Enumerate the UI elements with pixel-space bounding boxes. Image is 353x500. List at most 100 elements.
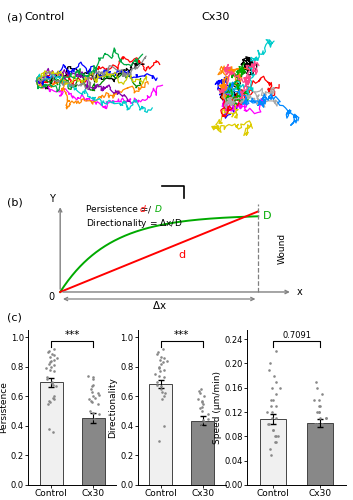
Y-axis label: Directionality: Directionality — [108, 377, 118, 438]
Text: Wound: Wound — [277, 232, 286, 264]
Text: (c): (c) — [7, 312, 22, 322]
Point — [268, 444, 273, 452]
Point — [52, 368, 57, 376]
Point — [44, 373, 50, 381]
Point — [199, 397, 205, 405]
Point — [200, 416, 206, 424]
Text: (b): (b) — [7, 198, 23, 207]
Point — [48, 352, 53, 360]
Point — [90, 446, 95, 454]
Point — [160, 358, 166, 366]
Point — [319, 444, 324, 452]
Point — [96, 391, 102, 399]
Bar — [260, 420, 286, 485]
Point — [202, 454, 207, 462]
Point — [200, 453, 206, 461]
Point — [51, 345, 56, 353]
Point — [158, 360, 163, 368]
Point — [51, 351, 57, 359]
Point — [315, 408, 320, 416]
Point — [269, 414, 274, 422]
Point — [91, 441, 97, 449]
Point — [315, 420, 320, 428]
Point — [155, 348, 161, 356]
Point — [202, 418, 207, 426]
Point — [199, 407, 205, 415]
Text: x: x — [297, 287, 303, 297]
Point — [55, 354, 60, 362]
Text: Directionality = $\Delta$x/D: Directionality = $\Delta$x/D — [86, 216, 183, 230]
Text: /: / — [148, 206, 151, 214]
Y-axis label: Speed (μm/min): Speed (μm/min) — [213, 371, 222, 444]
Point — [160, 388, 165, 396]
Point — [195, 396, 201, 404]
Point — [52, 362, 57, 370]
Text: 0: 0 — [48, 292, 55, 302]
Point — [198, 385, 204, 393]
Point — [95, 450, 101, 458]
Point — [312, 420, 317, 428]
Point — [314, 426, 319, 434]
Point — [49, 378, 55, 386]
Text: ***: *** — [174, 330, 190, 340]
Point — [268, 402, 274, 410]
Point — [317, 432, 323, 440]
Point — [96, 390, 101, 398]
Point — [91, 392, 96, 400]
Point — [264, 408, 270, 416]
Text: d: d — [140, 206, 145, 214]
Point — [197, 386, 202, 394]
Point — [160, 345, 166, 353]
Point — [49, 350, 55, 358]
Text: $\Delta$x: $\Delta$x — [152, 299, 167, 311]
Point — [53, 382, 59, 390]
Point — [199, 444, 204, 452]
Bar — [149, 384, 172, 485]
Point — [322, 426, 328, 434]
Point — [200, 400, 205, 408]
Point — [45, 400, 51, 408]
Text: (a): (a) — [7, 12, 23, 22]
Point — [89, 398, 95, 406]
Point — [88, 407, 93, 415]
Point — [156, 364, 162, 372]
Point — [267, 360, 273, 368]
Point — [197, 390, 203, 398]
Point — [195, 419, 201, 427]
Point — [161, 422, 166, 430]
Point — [45, 348, 51, 356]
Point — [159, 396, 165, 404]
Point — [155, 350, 160, 358]
Point — [319, 390, 325, 398]
Point — [50, 428, 56, 436]
Point — [91, 452, 96, 460]
Point — [195, 456, 201, 464]
Point — [158, 352, 164, 360]
Point — [273, 402, 279, 410]
Point — [88, 444, 94, 452]
Point — [158, 385, 164, 393]
Point — [316, 396, 322, 404]
Point — [90, 374, 95, 382]
Point — [90, 382, 95, 390]
Point — [157, 372, 162, 380]
Point — [317, 402, 323, 410]
Point — [50, 394, 55, 402]
Point — [205, 446, 210, 454]
Point — [44, 374, 50, 382]
Bar — [40, 382, 63, 485]
Point — [316, 408, 322, 416]
Point — [316, 408, 322, 416]
Point — [273, 348, 279, 356]
Point — [197, 447, 203, 455]
Point — [90, 380, 96, 388]
Point — [48, 363, 53, 371]
Point — [316, 402, 322, 410]
Point — [90, 388, 95, 396]
Point — [161, 366, 167, 374]
Point — [269, 408, 275, 416]
Point — [50, 380, 56, 388]
Point — [161, 373, 167, 381]
Text: ***: *** — [65, 330, 80, 340]
Point — [275, 432, 281, 440]
